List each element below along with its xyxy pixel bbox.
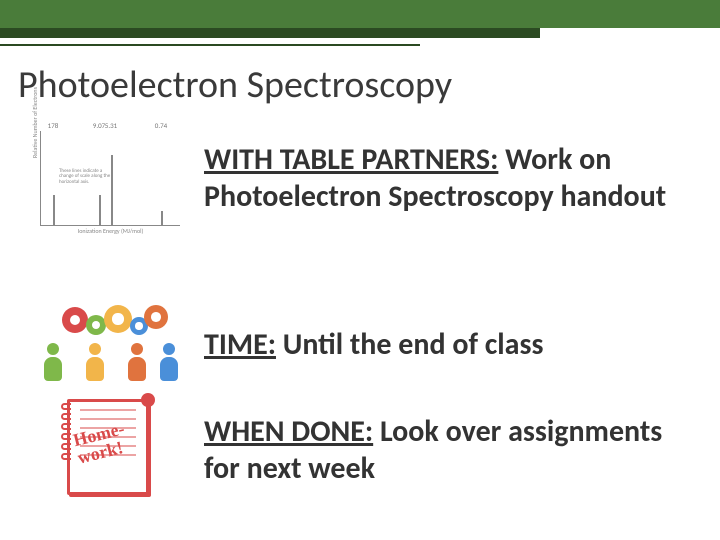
header-bar — [0, 0, 720, 28]
spectrum-note: These lines indicate a change of scale a… — [59, 169, 114, 186]
section-done: Home- work! WHEN DONE: Look over assignm… — [40, 400, 690, 500]
teamwork-icon — [40, 295, 180, 395]
time-label: TIME: — [204, 326, 276, 363]
spectrum-xlabel: Ionization Energy (MJ/mol) — [78, 227, 144, 235]
header-stripe — [0, 28, 540, 38]
partners-label: WITH TABLE PARTNERS: — [204, 141, 498, 178]
spectrum-ylabel: Relative Number of Electrons — [31, 87, 39, 158]
spectrum-icon: Relative Number of Electrons Ionization … — [40, 128, 180, 228]
header-underline — [0, 44, 420, 46]
done-label: WHEN DONE: — [204, 413, 373, 450]
homework-icon: Home- work! — [40, 400, 180, 500]
time-text: TIME: Until the end of class — [204, 326, 690, 364]
section-time: TIME: Until the end of class — [40, 295, 690, 395]
partners-text: WITH TABLE PARTNERS: Work on Photoelectr… — [204, 141, 690, 216]
done-text: WHEN DONE: Look over assignments for nex… — [204, 413, 690, 488]
time-body: Until the end of class — [276, 326, 543, 363]
section-partners: Relative Number of Electrons Ionization … — [40, 128, 690, 228]
page-title: Photoelectron Spectroscopy — [18, 62, 452, 108]
pin-icon — [141, 393, 155, 407]
